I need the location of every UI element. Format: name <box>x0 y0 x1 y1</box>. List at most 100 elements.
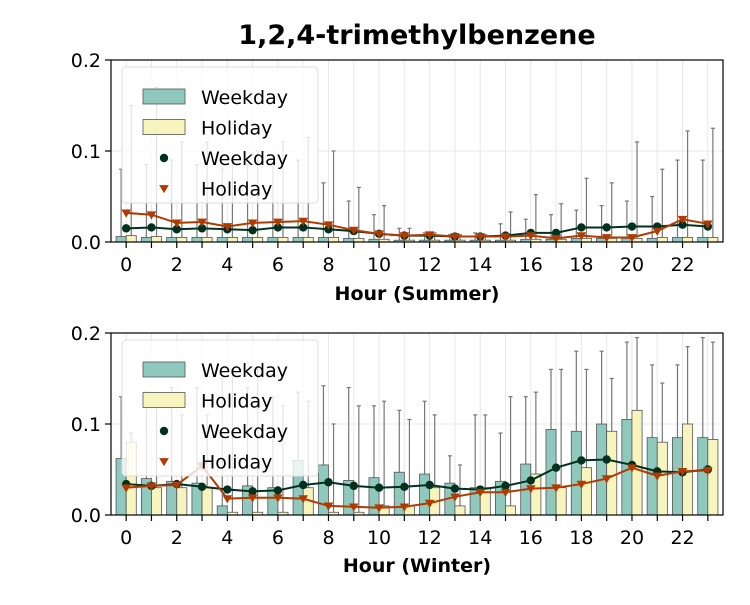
legend-label: Holiday <box>201 391 272 413</box>
x-tick-label: 10 <box>367 527 391 549</box>
box-weekday <box>697 437 709 516</box>
point-holiday <box>247 494 258 503</box>
box-holiday <box>226 237 238 243</box>
box-holiday <box>580 467 592 516</box>
legend-label: Holiday <box>201 452 272 474</box>
point-holiday <box>450 233 460 242</box>
point-holiday <box>374 504 384 513</box>
y-tick-label: 0.2 <box>71 323 101 345</box>
point-weekday <box>501 481 510 491</box>
panel-winter: 0.0 0.1 0.2 0 2 4 6 8 10 12 14 16 18 20 22 Weekday Holid… <box>71 323 724 549</box>
point-holiday <box>399 503 410 512</box>
line-holiday <box>126 211 709 240</box>
point-holiday <box>627 464 637 473</box>
point-weekday <box>602 223 611 232</box>
legend-swatch-holiday <box>142 119 186 135</box>
box-weekday <box>672 437 683 516</box>
point-holiday <box>601 234 612 243</box>
point-weekday <box>121 224 131 233</box>
x-tick-label: 14 <box>468 254 492 276</box>
point-holiday <box>146 482 157 491</box>
y-tick-label: 0.0 <box>71 232 101 254</box>
point-weekday <box>298 480 308 490</box>
point-holiday <box>475 488 486 498</box>
box-holiday <box>151 487 162 516</box>
box-holiday <box>277 237 289 243</box>
point-weekday <box>248 225 257 235</box>
point-holiday <box>146 211 157 220</box>
box-weekday <box>267 237 279 243</box>
legend-label: Holiday <box>201 118 272 140</box>
x-tick-label: 22 <box>670 527 694 549</box>
box-weekday <box>292 237 304 243</box>
point-weekday <box>147 223 156 232</box>
point-weekday <box>400 482 409 491</box>
legend-label: Weekday <box>201 421 288 443</box>
point-weekday <box>298 223 308 232</box>
x-tick-label: 6 <box>272 254 284 276</box>
box-holiday <box>682 237 694 243</box>
point-holiday <box>601 475 612 484</box>
box-weekday <box>317 237 329 243</box>
box-holiday <box>656 441 668 516</box>
point-holiday <box>323 221 334 230</box>
point-weekday <box>273 223 283 232</box>
point-weekday <box>577 456 586 465</box>
box-weekday <box>216 505 228 516</box>
point-holiday <box>652 472 663 481</box>
x-tick-label: 6 <box>272 527 284 549</box>
box-holiday <box>606 430 618 516</box>
legend-label: Weekday <box>201 148 288 170</box>
point-holiday <box>526 232 536 241</box>
x-tick-label: 8 <box>322 254 334 276</box>
point-holiday <box>298 495 308 504</box>
x-tick-label: 0 <box>120 254 132 276</box>
box-weekday <box>191 237 203 243</box>
point-holiday <box>551 235 561 244</box>
point-weekday <box>172 225 181 234</box>
box-holiday <box>555 487 567 516</box>
point-holiday <box>677 215 688 225</box>
point-weekday <box>678 220 687 229</box>
box-weekday <box>596 423 608 516</box>
legend-marker-holiday <box>159 185 169 194</box>
legend-label: Weekday <box>201 360 288 382</box>
box-holiday <box>151 236 162 243</box>
box-holiday <box>176 487 188 516</box>
x-tick-label: 14 <box>468 527 492 549</box>
point-holiday <box>197 218 207 227</box>
legend-swatch-holiday <box>142 392 186 408</box>
point-holiday <box>348 226 359 235</box>
y-tick-label: 0.2 <box>71 50 101 72</box>
x-axis-label-summer: Hour (Summer) <box>335 283 500 305</box>
box-holiday <box>176 237 188 243</box>
legend-marker-holiday <box>159 458 169 467</box>
point-holiday <box>703 220 713 229</box>
box-holiday <box>707 439 719 516</box>
point-weekday <box>197 482 207 491</box>
x-tick-label: 20 <box>620 254 644 276</box>
box-weekday <box>570 430 582 516</box>
box-holiday <box>454 505 466 516</box>
point-holiday <box>273 218 283 227</box>
box-holiday <box>328 237 340 243</box>
point-holiday <box>121 484 131 493</box>
legend-marker-weekday <box>159 153 169 163</box>
box-weekday <box>140 237 152 243</box>
box-holiday <box>201 487 213 516</box>
point-weekday <box>197 224 207 233</box>
point-holiday <box>627 234 637 243</box>
legend-label: Weekday <box>201 87 288 109</box>
x-tick-label: 18 <box>569 254 593 276</box>
x-tick-label: 4 <box>221 527 233 549</box>
point-holiday <box>273 494 283 503</box>
point-weekday <box>349 481 358 491</box>
point-weekday <box>425 480 434 490</box>
point-weekday <box>248 487 257 496</box>
box-holiday <box>656 237 668 243</box>
x-tick-label: 12 <box>418 254 442 276</box>
legend: Weekday Holiday Weekday Holiday <box>121 66 319 204</box>
x-tick-label: 2 <box>171 527 183 549</box>
y-tick-label: 0.1 <box>71 414 101 436</box>
